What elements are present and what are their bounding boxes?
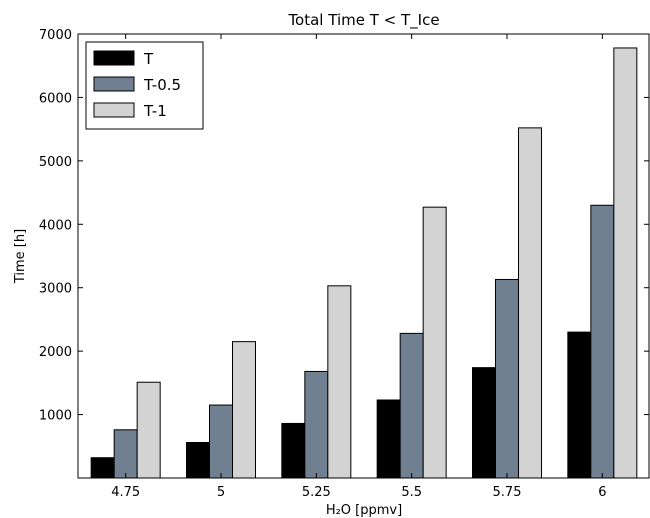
bar-t-0-5-6 [590,204,615,479]
y-axis-title: Time [h] [13,229,28,284]
bar-t-5-25 [281,422,306,479]
bar-t-1-4-75 [136,381,161,479]
legend-swatch-t-0-5 [93,76,135,92]
legend: T T-0.5 T-1 [85,41,204,130]
chart-title: Total Time T < T_Ice [287,11,439,30]
x-tick-label: 4.75 [111,485,140,500]
bar-t-6 [567,331,592,479]
x-tick-label: 5.5 [401,485,422,500]
bar-t-5 [186,441,210,479]
bar-t-0-5-5-75 [495,278,519,479]
legend-label: T-0.5 [143,76,181,94]
legend-swatch-t [93,50,135,66]
axes-layer: 4.75 5 5.25 5.5 5.75 6 1000 2000 3000 4000 5000 600… [39,28,650,500]
bar-t-4-75 [90,457,115,479]
bar-t-0-5-4-75 [113,429,138,479]
bar-t-1-5-5 [422,206,447,479]
y-tick-label: 6000 [39,91,72,106]
x-tick-label: 5.25 [302,485,331,500]
bar-t-1-5-75 [518,127,542,479]
bar-t-1-5 [232,341,256,479]
y-tick-label: 2000 [39,345,72,360]
bar-t-0-5-5-5 [399,332,424,479]
bar-t-0-5-5-25 [304,370,329,479]
x-axis-title: H₂O [ppmv] [326,503,402,518]
y-tick-label: 7000 [39,28,72,43]
y-tick-label: 3000 [39,282,72,297]
bar-t-1-6 [613,47,638,479]
legend-swatch-t-1 [93,102,135,118]
bar-t-5-5 [376,399,401,479]
x-tick-label: 5.75 [493,485,522,500]
axes-frame [77,33,650,479]
legend-label: T [143,50,154,68]
x-tick-label: 5 [217,485,225,500]
y-tick-label: 5000 [39,155,72,170]
y-tick-label: 1000 [39,409,72,424]
bar-t-5-75 [472,367,496,479]
y-tick-label: 4000 [39,218,72,233]
legend-label: T-1 [143,102,167,120]
bar-t-0-5-5 [209,404,233,479]
x-tick-label: 6 [598,485,606,500]
bar-t-1-5-25 [327,285,352,479]
